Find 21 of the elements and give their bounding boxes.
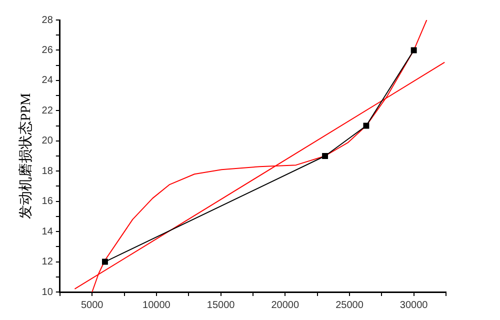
y-tick-label: 16 — [42, 196, 54, 208]
point — [322, 153, 328, 159]
y-tick-label: 14 — [42, 226, 54, 238]
y-tick-label: 28 — [42, 14, 54, 26]
point — [102, 258, 108, 265]
y-tick-label: 12 — [42, 256, 54, 268]
y-tick-label: 24 — [42, 75, 54, 86]
x-tick-label: 25000 — [336, 300, 364, 311]
y-tick-label: 18 — [42, 166, 54, 177]
x-tick-label: 15000 — [206, 300, 236, 311]
y-tick-label: 10 — [42, 286, 54, 298]
y-tick-label: 26 — [42, 44, 54, 56]
x-tick-label: 30000 — [400, 300, 428, 311]
y-tick-label: 20 — [42, 136, 54, 147]
y-axis-title: 发动机磨损状态PPM — [18, 92, 34, 220]
x-tick-label: 5000 — [80, 300, 104, 311]
x-tick-label: 10000 — [142, 300, 171, 311]
point — [410, 47, 417, 54]
x-tick-label: 20000 — [271, 300, 300, 311]
point — [363, 122, 370, 129]
y-tick-label: 22 — [42, 105, 54, 116]
